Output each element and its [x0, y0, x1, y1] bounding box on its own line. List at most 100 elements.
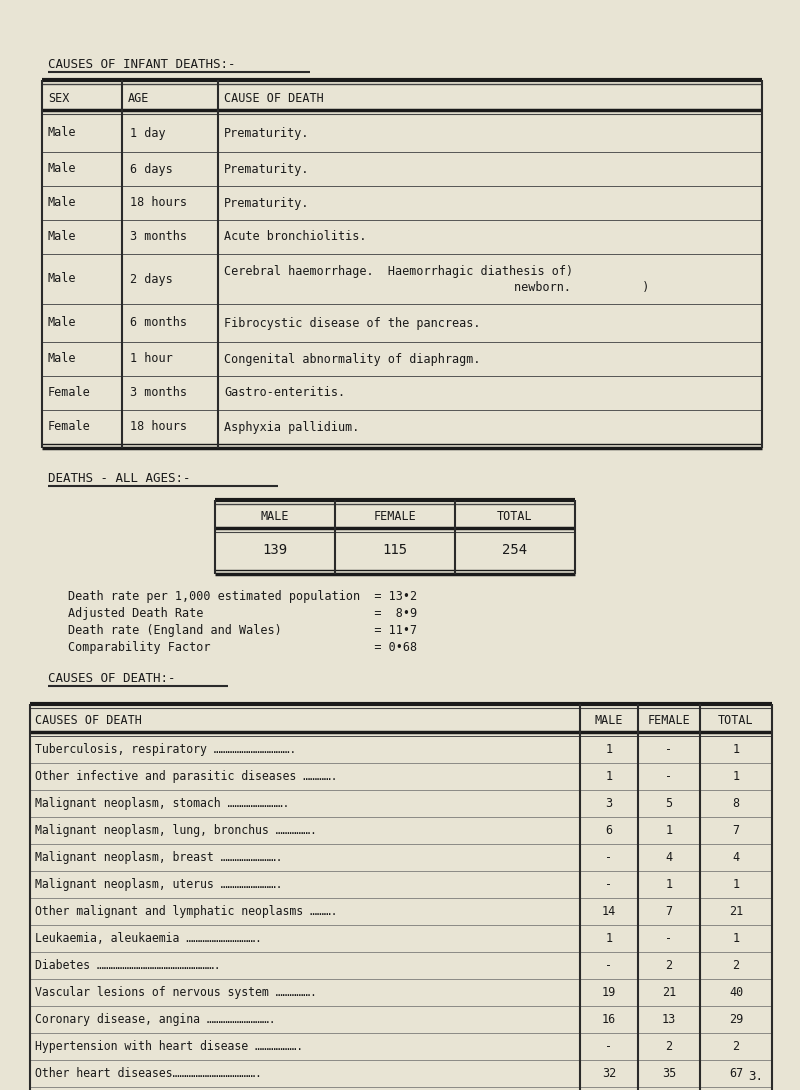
Text: Male: Male: [48, 230, 77, 243]
Text: Male: Male: [48, 272, 77, 286]
Text: Comparability Factor                       = 0•68: Comparability Factor = 0•68: [68, 641, 417, 654]
Text: 7: 7: [666, 905, 673, 918]
Text: Other infective and parasitic diseases ………….: Other infective and parasitic diseases ……: [35, 770, 338, 783]
Text: MALE: MALE: [261, 509, 290, 522]
Text: 2: 2: [733, 959, 739, 972]
Text: -: -: [666, 770, 673, 783]
Text: Malignant neoplasm, stomach …………………….: Malignant neoplasm, stomach …………………….: [35, 797, 290, 810]
Text: CAUSES OF INFANT DEATHS:-: CAUSES OF INFANT DEATHS:-: [48, 58, 235, 71]
Text: 14: 14: [602, 905, 616, 918]
Text: Asphyxia pallidium.: Asphyxia pallidium.: [224, 421, 359, 434]
Text: 2: 2: [666, 959, 673, 972]
Text: -: -: [666, 743, 673, 756]
Text: 32: 32: [602, 1067, 616, 1080]
Text: 5: 5: [666, 797, 673, 810]
Text: Tuberculosis, respiratory …………………………….: Tuberculosis, respiratory …………………………….: [35, 743, 296, 756]
Text: Malignant neoplasm, uterus …………………….: Malignant neoplasm, uterus …………………….: [35, 879, 282, 891]
Text: Other heart diseases……………………………….: Other heart diseases……………………………….: [35, 1067, 262, 1080]
Text: 19: 19: [602, 986, 616, 1000]
Text: 4: 4: [733, 851, 739, 864]
Text: CAUSE OF DEATH: CAUSE OF DEATH: [224, 92, 324, 105]
Text: 1: 1: [733, 770, 739, 783]
Text: 1: 1: [606, 743, 613, 756]
Text: Male: Male: [48, 316, 77, 329]
Text: TOTAL: TOTAL: [497, 509, 533, 522]
Text: 29: 29: [729, 1013, 743, 1026]
Text: 1: 1: [733, 932, 739, 945]
Text: Prematurity.: Prematurity.: [224, 196, 310, 209]
Text: 6 days: 6 days: [130, 162, 173, 175]
Text: 3.: 3.: [748, 1070, 763, 1083]
Text: 8: 8: [733, 797, 739, 810]
Text: Hypertension with heart disease ……………….: Hypertension with heart disease ……………….: [35, 1040, 303, 1053]
Text: -: -: [606, 851, 613, 864]
Text: FEMALE: FEMALE: [648, 715, 690, 727]
Text: Female: Female: [48, 387, 90, 400]
Text: -: -: [606, 1040, 613, 1053]
Text: Male: Male: [48, 352, 77, 365]
Text: 254: 254: [502, 543, 527, 557]
Text: 115: 115: [382, 543, 407, 557]
Text: 3 months: 3 months: [130, 230, 187, 243]
Text: 2: 2: [733, 1040, 739, 1053]
Text: MALE: MALE: [594, 715, 623, 727]
Text: Leukaemia, aleukaemia ………………………….: Leukaemia, aleukaemia ………………………….: [35, 932, 262, 945]
Text: 1: 1: [733, 879, 739, 891]
Text: 1: 1: [606, 770, 613, 783]
Text: 1 hour: 1 hour: [130, 352, 173, 365]
Text: 139: 139: [262, 543, 287, 557]
Text: Prematurity.: Prematurity.: [224, 126, 310, 140]
Text: -: -: [606, 959, 613, 972]
Text: Coronary disease, angina ……………………….: Coronary disease, angina ……………………….: [35, 1013, 276, 1026]
Text: Malignant neoplasm, breast …………………….: Malignant neoplasm, breast …………………….: [35, 851, 282, 864]
Text: FEMALE: FEMALE: [374, 509, 416, 522]
Text: 18 hours: 18 hours: [130, 421, 187, 434]
Text: Cerebral haemorrhage.  Haemorrhagic diathesis of): Cerebral haemorrhage. Haemorrhagic diath…: [224, 265, 573, 278]
Text: Acute bronchiolitis.: Acute bronchiolitis.: [224, 230, 366, 243]
Text: -: -: [606, 879, 613, 891]
Text: Gastro-enteritis.: Gastro-enteritis.: [224, 387, 345, 400]
Text: Malignant neoplasm, lung, bronchus …………….: Malignant neoplasm, lung, bronchus ………………: [35, 824, 317, 837]
Text: 2: 2: [666, 1040, 673, 1053]
Text: Adjusted Death Rate                        =  8•9: Adjusted Death Rate = 8•9: [68, 607, 417, 620]
Text: 13: 13: [662, 1013, 676, 1026]
Text: 6 months: 6 months: [130, 316, 187, 329]
Text: SEX: SEX: [48, 92, 70, 105]
Text: 2 days: 2 days: [130, 272, 173, 286]
Text: 16: 16: [602, 1013, 616, 1026]
Text: CAUSES OF DEATH:-: CAUSES OF DEATH:-: [48, 673, 175, 685]
Text: Prematurity.: Prematurity.: [224, 162, 310, 175]
Text: 3: 3: [606, 797, 613, 810]
Text: Male: Male: [48, 126, 77, 140]
Text: 35: 35: [662, 1067, 676, 1080]
Text: Male: Male: [48, 196, 77, 209]
Text: Diabetes …………………………………………….: Diabetes …………………………………………….: [35, 959, 221, 972]
Text: newborn.          ): newborn. ): [514, 280, 650, 293]
Text: TOTAL: TOTAL: [718, 715, 754, 727]
Text: Congenital abnormality of diaphragm.: Congenital abnormality of diaphragm.: [224, 352, 481, 365]
Text: 3 months: 3 months: [130, 387, 187, 400]
Text: 1: 1: [666, 824, 673, 837]
Text: Female: Female: [48, 421, 90, 434]
Text: Fibrocystic disease of the pancreas.: Fibrocystic disease of the pancreas.: [224, 316, 481, 329]
Text: 1 day: 1 day: [130, 126, 166, 140]
Text: 21: 21: [729, 905, 743, 918]
Text: CAUSES OF DEATH: CAUSES OF DEATH: [35, 715, 142, 727]
Text: 1: 1: [606, 932, 613, 945]
Text: AGE: AGE: [128, 92, 150, 105]
Text: Other malignant and lymphatic neoplasms ……….: Other malignant and lymphatic neoplasms …: [35, 905, 338, 918]
Text: 6: 6: [606, 824, 613, 837]
Text: 7: 7: [733, 824, 739, 837]
Text: DEATHS - ALL AGES:-: DEATHS - ALL AGES:-: [48, 472, 190, 485]
Text: 1: 1: [733, 743, 739, 756]
Text: 67: 67: [729, 1067, 743, 1080]
Text: Male: Male: [48, 162, 77, 175]
Text: -: -: [666, 932, 673, 945]
Text: 21: 21: [662, 986, 676, 1000]
Text: Death rate per 1,000 estimated population  = 13•2: Death rate per 1,000 estimated populatio…: [68, 590, 417, 603]
Text: 18 hours: 18 hours: [130, 196, 187, 209]
Text: Death rate (England and Wales)             = 11•7: Death rate (England and Wales) = 11•7: [68, 623, 417, 637]
Text: 1: 1: [666, 879, 673, 891]
Text: 4: 4: [666, 851, 673, 864]
Text: Vascular lesions of nervous system …………….: Vascular lesions of nervous system ………………: [35, 986, 317, 1000]
